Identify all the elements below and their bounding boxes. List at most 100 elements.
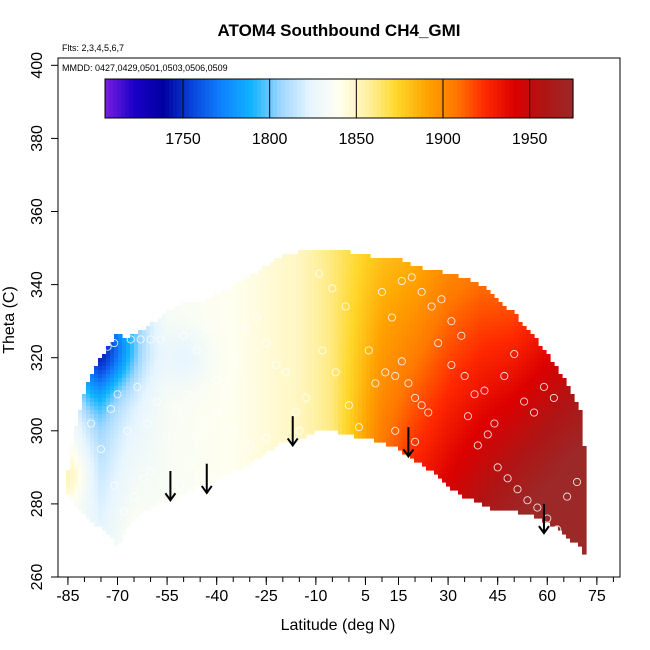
heatmap-cell — [214, 326, 219, 331]
heatmap-cell — [158, 438, 163, 443]
heatmap-cell — [334, 346, 339, 351]
heatmap-cell — [270, 386, 275, 391]
heatmap-cell — [246, 318, 251, 323]
heatmap-cell — [82, 406, 87, 411]
heatmap-cell — [134, 502, 139, 507]
heatmap-cell — [302, 322, 307, 327]
heatmap-cell — [330, 254, 335, 259]
heatmap-cell — [182, 466, 187, 471]
heatmap-cell — [202, 402, 207, 407]
heatmap-cell — [290, 346, 295, 351]
heatmap-cell — [390, 286, 395, 291]
heatmap-cell — [426, 434, 431, 439]
heatmap-cell — [106, 498, 111, 503]
heatmap-cell — [370, 294, 375, 299]
heatmap-cell — [138, 402, 143, 407]
heatmap-cell — [222, 342, 227, 347]
heatmap-cell — [378, 306, 383, 311]
heatmap-cell — [262, 410, 267, 415]
heatmap-cell — [90, 398, 95, 403]
heatmap-cell — [386, 298, 391, 303]
heatmap-cell — [238, 410, 243, 415]
heatmap-cell — [102, 414, 107, 419]
heatmap-cell — [478, 406, 483, 411]
heatmap-cell — [254, 330, 259, 335]
heatmap-cell — [270, 266, 275, 271]
heatmap-cell — [450, 418, 455, 423]
heatmap-cell — [122, 414, 127, 419]
heatmap-cell — [434, 330, 439, 335]
heatmap-cell — [290, 294, 295, 299]
heatmap-cell — [418, 378, 423, 383]
heatmap-cell — [470, 462, 475, 467]
heatmap-cell — [338, 410, 343, 415]
heatmap-cell — [150, 450, 155, 455]
heatmap-cell — [154, 482, 159, 487]
heatmap-cell — [414, 446, 419, 451]
heatmap-cell — [434, 270, 439, 275]
heatmap-cell — [150, 466, 155, 471]
heatmap-cell — [306, 390, 311, 395]
heatmap-cell — [190, 462, 195, 467]
heatmap-cell — [178, 418, 183, 423]
heatmap-cell — [178, 394, 183, 399]
heatmap-cell — [126, 338, 131, 343]
heatmap-cell — [90, 402, 95, 407]
heatmap-cell — [474, 430, 479, 435]
heatmap-cell — [186, 438, 191, 443]
heatmap-cell — [266, 350, 271, 355]
heatmap-cell — [338, 374, 343, 379]
heatmap-cell — [182, 378, 187, 383]
heatmap-cell — [258, 390, 263, 395]
heatmap-cell — [110, 518, 115, 523]
heatmap-cell — [450, 374, 455, 379]
heatmap-cell — [322, 254, 327, 259]
heatmap-cell — [198, 374, 203, 379]
heatmap-cell — [466, 370, 471, 375]
heatmap-cell — [74, 438, 79, 443]
heatmap-cell — [142, 342, 147, 347]
heatmap-cell — [322, 282, 327, 287]
heatmap-cell — [374, 294, 379, 299]
heatmap-cell — [138, 418, 143, 423]
heatmap-cell — [410, 446, 415, 451]
heatmap-cell — [158, 326, 163, 331]
heatmap-cell — [402, 294, 407, 299]
heatmap-cell — [162, 390, 167, 395]
heatmap-cell — [154, 394, 159, 399]
heatmap-cell — [98, 474, 103, 479]
heatmap-cell — [290, 386, 295, 391]
heatmap-cell — [114, 518, 119, 523]
heatmap-cell — [258, 394, 263, 399]
heatmap-cell — [490, 338, 495, 343]
heatmap-cell — [382, 414, 387, 419]
heatmap-cell — [286, 366, 291, 371]
heatmap-cell — [258, 386, 263, 391]
heatmap-cell — [466, 414, 471, 419]
heatmap-cell — [102, 458, 107, 463]
heatmap-cell — [478, 330, 483, 335]
heatmap-cell — [426, 362, 431, 367]
heatmap-cell — [350, 374, 355, 379]
heatmap-cell — [486, 406, 491, 411]
heatmap-cell — [354, 318, 359, 323]
heatmap-cell — [426, 442, 431, 447]
heatmap-cell — [150, 462, 155, 467]
heatmap-cell — [374, 378, 379, 383]
heatmap-cell — [402, 346, 407, 351]
heatmap-cell — [434, 374, 439, 379]
heatmap-cell — [266, 306, 271, 311]
heatmap-cell — [186, 322, 191, 327]
heatmap-cell — [222, 426, 227, 431]
heatmap-cell — [218, 342, 223, 347]
heatmap-cell — [254, 346, 259, 351]
heatmap-cell — [194, 370, 199, 375]
heatmap-cell — [378, 274, 383, 279]
heatmap-cell — [126, 342, 131, 347]
heatmap-cell — [174, 490, 179, 495]
heatmap-cell — [274, 270, 279, 275]
heatmap-cell — [238, 282, 243, 287]
heatmap-cell — [350, 354, 355, 359]
heatmap-cell — [118, 426, 123, 431]
heatmap-cell — [166, 322, 171, 327]
